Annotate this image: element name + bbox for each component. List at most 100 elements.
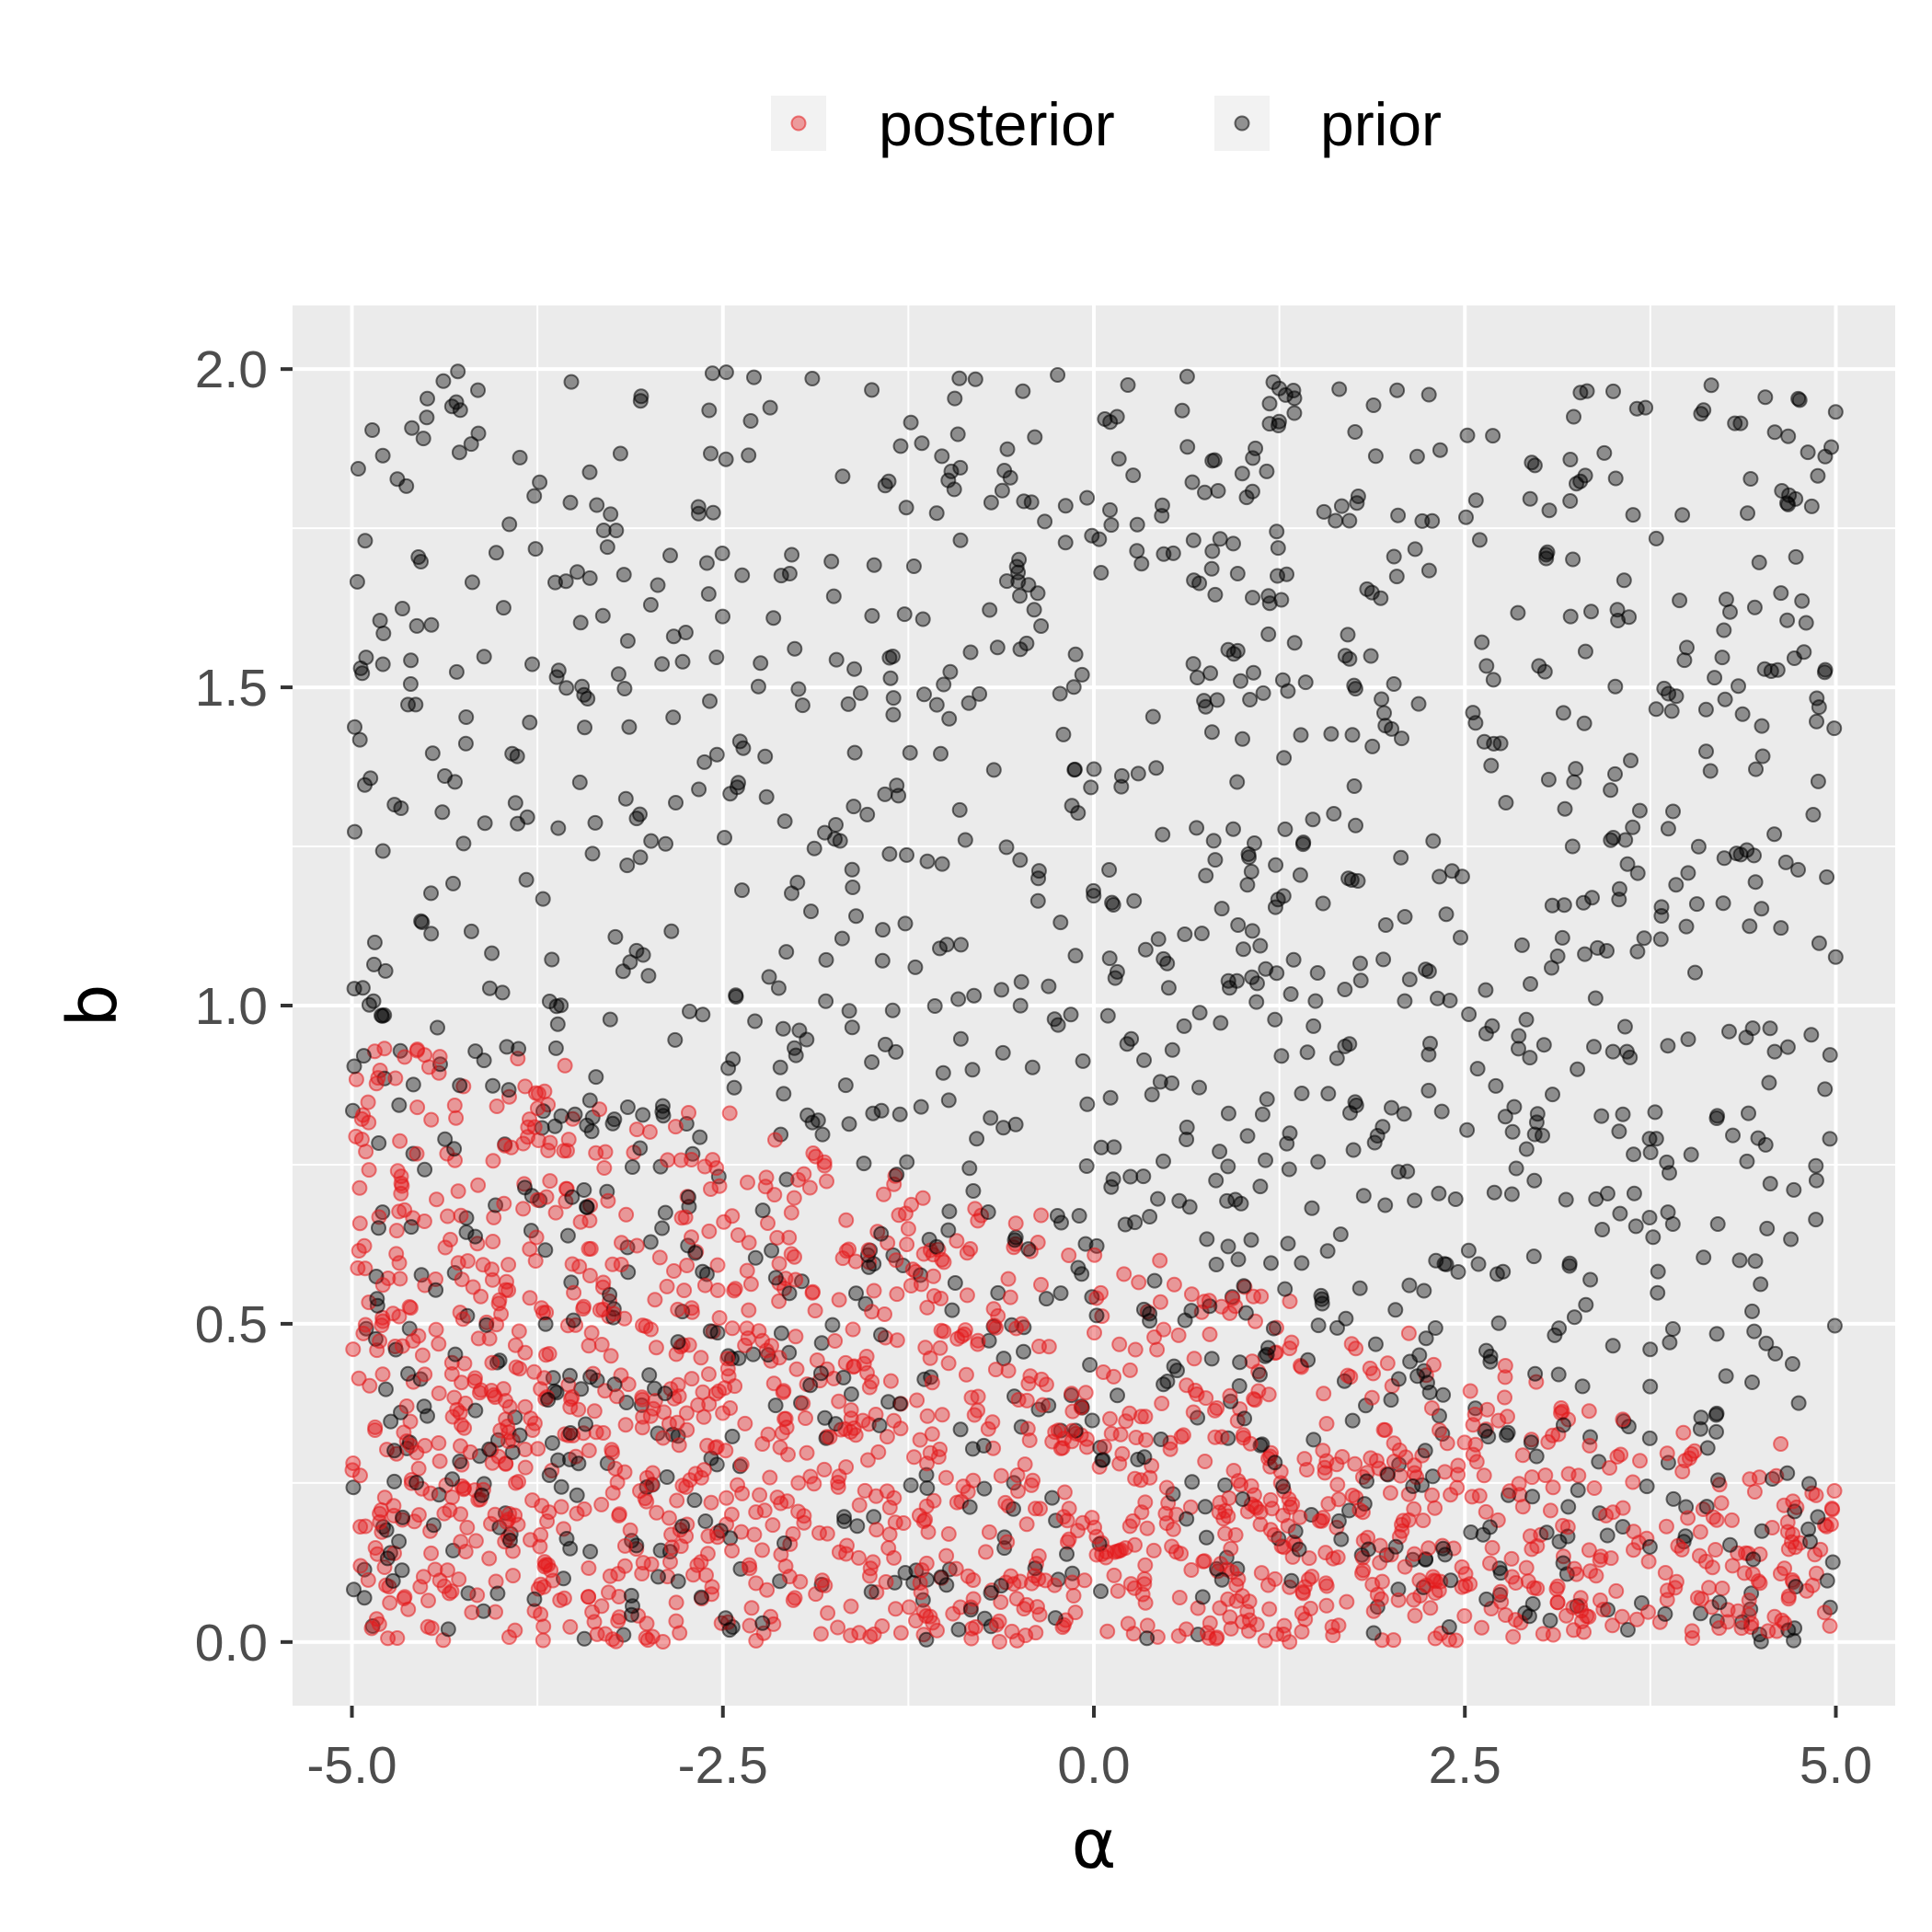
prior-point [1397,993,1413,1009]
prior-point [1347,681,1363,697]
posterior-point [620,1376,637,1393]
prior-point [1409,448,1425,465]
posterior-point [443,1583,460,1600]
posterior-point [878,1574,894,1590]
posterior-point [1714,1581,1731,1596]
prior-point [1605,383,1621,399]
posterior-point [752,1487,768,1503]
prior-point [1583,604,1599,620]
posterior-point [681,1105,696,1121]
posterior-point [511,1323,527,1340]
posterior-point [1680,1510,1696,1526]
prior-point [1374,1119,1391,1135]
posterior-point [1705,1509,1721,1525]
prior-point [1626,1185,1642,1202]
prior-point [1133,556,1150,572]
prior-point [1194,1589,1211,1605]
posterior-point [376,1559,393,1575]
posterior-point [581,1560,597,1576]
posterior-point [410,1328,427,1344]
prior-point [1570,1482,1586,1499]
posterior-point [1529,1538,1546,1554]
posterior-point [831,1292,847,1308]
posterior-point [649,1504,665,1521]
prior-point [898,500,914,516]
prior-point [1510,604,1526,621]
prior-point [1190,670,1205,685]
prior-point [1596,444,1613,461]
posterior-point [538,1347,554,1363]
prior-point [1803,498,1820,514]
prior-point [1225,535,1241,552]
prior-point [1809,690,1825,707]
prior-point [502,1533,518,1548]
posterior-point [1030,1547,1047,1564]
prior-point [722,1530,739,1547]
prior-point [1277,386,1294,403]
posterior-point [1360,1529,1376,1546]
prior-point [1110,451,1127,467]
prior-point [1203,560,1220,577]
prior-point [999,441,1016,457]
prior-point [369,1291,385,1307]
prior-point [1189,820,1205,836]
posterior-point [746,1526,763,1543]
prior-point [951,370,968,386]
posterior-point [1121,1362,1138,1378]
posterior-point [806,1476,822,1492]
prior-point [1387,1302,1404,1318]
posterior-point [1675,1424,1692,1441]
prior-point [1271,418,1287,433]
prior-point [1474,634,1490,650]
prior-point [470,425,487,442]
prior-point [1717,691,1733,707]
posterior-point [1179,1377,1195,1394]
posterior-point [1252,1516,1269,1533]
prior-point [864,382,880,398]
prior-point [1202,665,1219,682]
prior-point [424,745,441,762]
posterior-point [970,1213,986,1229]
prior-point [916,686,932,703]
prior-point [1668,877,1685,893]
posterior-point [1545,1427,1561,1443]
prior-point [1461,1006,1478,1022]
prior-point [1661,685,1677,702]
prior-point [928,696,945,713]
prior-point [818,951,834,968]
prior-point [1647,1104,1663,1121]
prior-point [510,815,526,832]
posterior-point [1823,1501,1840,1517]
prior-point [584,845,601,862]
posterior-point [1033,1207,1050,1224]
prior-point [845,880,861,895]
posterior-point [718,1443,734,1459]
prior-point [1420,1082,1437,1098]
posterior-point [796,1508,812,1524]
prior-point [1443,1572,1459,1589]
prior-point [1160,980,1177,996]
prior-point [1522,490,1538,507]
prior-point [640,968,657,984]
posterior-point [831,1393,847,1409]
posterior-point [876,1186,891,1202]
prior-point [983,494,999,511]
posterior-point [464,1604,480,1621]
prior-point [705,504,721,521]
posterior-point [724,1543,741,1558]
posterior-point [966,1407,983,1423]
posterior-point [845,1321,861,1338]
posterior-point [1292,1509,1308,1525]
prior-point [1626,1146,1642,1163]
prior-point [773,1325,789,1341]
posterior-point [724,1320,741,1337]
prior-point [1607,678,1624,695]
prior-point [1309,965,1326,981]
prior-point [1206,452,1223,468]
posterior-point [970,1332,986,1349]
prior-point [746,369,762,385]
prior-point [1721,1023,1737,1040]
prior-point [549,1016,566,1032]
prior-point [1377,1197,1394,1213]
prior-point [1482,1519,1499,1535]
